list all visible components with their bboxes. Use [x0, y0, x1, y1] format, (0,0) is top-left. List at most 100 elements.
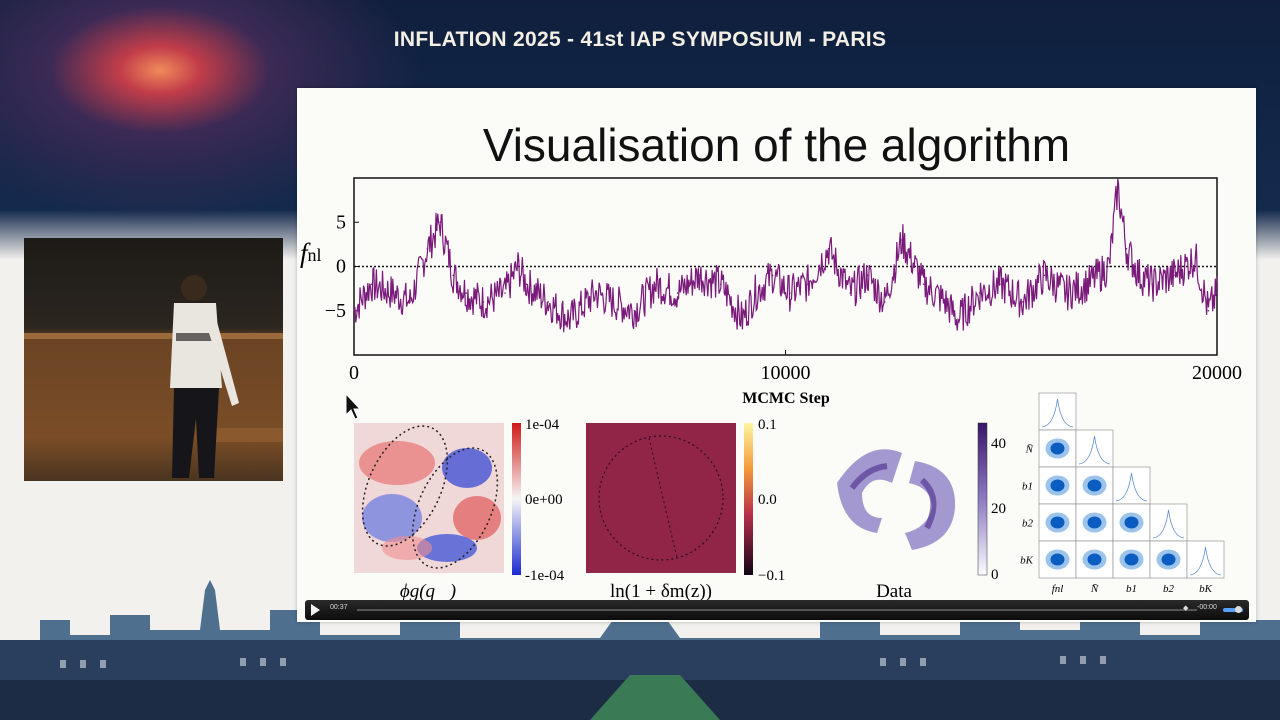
- trace-point: [612, 301, 614, 303]
- trace-point: [465, 292, 467, 294]
- trace-point: [719, 283, 722, 285]
- trace-point: [1043, 274, 1046, 277]
- trace-point: [655, 283, 657, 285]
- trace-point: [517, 265, 519, 268]
- marginal-curve: [1078, 435, 1111, 465]
- corner-marginal-cell: [1112, 466, 1151, 505]
- y-tick-label: 0: [336, 256, 346, 278]
- trace-point: [568, 318, 571, 321]
- trace-point: [922, 283, 925, 285]
- contour-inner: [1087, 553, 1102, 566]
- corner-marginal-cell: [1038, 392, 1077, 431]
- presentation-slide: Visualisation of the algorithm 5 0 −5 0 100…: [297, 88, 1256, 622]
- marginal-curve: [1115, 472, 1148, 502]
- y-axis-label: fnl: [300, 238, 322, 268]
- trace-point: [1125, 248, 1128, 250]
- corner-y-label: b1: [1022, 481, 1033, 493]
- trace-point: [978, 292, 981, 294]
- trace-point: [789, 292, 791, 294]
- corner-x-label: b1: [1126, 583, 1137, 595]
- trace-point: [1086, 283, 1089, 285]
- y-tick-label: 5: [336, 211, 346, 233]
- phi-cb-tick-top: 1e-04: [525, 417, 560, 433]
- corner-y-label: N̄: [1025, 444, 1034, 456]
- seek-bar[interactable]: [357, 609, 1197, 611]
- x-tick-label: 20000: [1192, 362, 1242, 384]
- data-lobe-left: [837, 449, 902, 533]
- volume-knob[interactable]: [1235, 606, 1242, 613]
- x-tick-label: 10000: [761, 362, 811, 384]
- trace-point: [426, 248, 429, 250]
- corner-contour-cell: [1038, 466, 1077, 505]
- phi-cb-tick-mid: 0e+00: [525, 492, 563, 508]
- trace-point: [883, 301, 886, 303]
- density-cb-tick-bottom: −0.1: [758, 568, 785, 584]
- contour-inner: [1050, 442, 1065, 455]
- trace-point: [504, 292, 506, 294]
- contour-inner: [1124, 553, 1139, 566]
- trace-point: [1065, 292, 1067, 294]
- trace-point: [594, 292, 597, 294]
- trace-point: [1194, 256, 1197, 259]
- trace-point: [1151, 283, 1154, 285]
- trace-point: [1116, 186, 1119, 188]
- trace-point: [771, 274, 774, 277]
- data-panel: 40 20 0 Data: [837, 422, 1006, 602]
- density-colorbar: [744, 423, 753, 575]
- trace-point: [370, 283, 373, 285]
- trace-point: [849, 292, 852, 294]
- series-line-fnl: [353, 178, 1218, 333]
- current-time: 00:37: [330, 604, 348, 611]
- trace-point: [1022, 301, 1024, 303]
- remaining-time: -00:00: [1197, 604, 1217, 611]
- corner-y-label: b2: [1022, 518, 1034, 530]
- corner-x-label: bK: [1199, 583, 1213, 595]
- density-cb-tick-mid: 0.0: [758, 492, 777, 508]
- mcmc-trace-chart: 50−5 0 10000 20000 fnl MCMC Step 1: [300, 177, 1242, 602]
- contour-inner: [1050, 479, 1065, 492]
- trace-point: [525, 283, 528, 285]
- contour-inner: [1087, 479, 1102, 492]
- corner-y-label: bK: [1020, 555, 1034, 567]
- trace-point: [866, 274, 869, 277]
- trace-point: [392, 292, 394, 294]
- trace-point: [633, 309, 636, 312]
- density-panel-label: ln(1 + δm(z)): [610, 581, 712, 602]
- trace-point: [353, 309, 355, 312]
- data-panel-label: Data: [876, 581, 912, 602]
- density-field-panel: 0.1 0.0 −0.1 ln(1 + δm(z)): [586, 417, 785, 602]
- trace-point: [409, 301, 411, 303]
- play-button[interactable]: [311, 604, 320, 616]
- contour-inner: [1050, 553, 1065, 566]
- trace-point: [957, 318, 959, 321]
- data-cb-tick-mid: 20: [991, 501, 1006, 517]
- corner-x-label: b2: [1163, 583, 1175, 595]
- trace-point: [439, 221, 442, 224]
- data-colorbar: [977, 422, 988, 576]
- data-lobe-right: [905, 461, 956, 550]
- trace-point: [1216, 292, 1218, 294]
- phi-cb-tick-bottom: -1e-04: [525, 568, 565, 584]
- corner-marginal-cell: [1149, 503, 1188, 542]
- volume-slider[interactable]: [1223, 608, 1243, 612]
- trace-point: [1207, 309, 1210, 312]
- marginal-curve: [1041, 398, 1074, 428]
- x-axis-label: MCMC Step: [742, 390, 830, 407]
- density-cb-tick-top: 0.1: [758, 417, 777, 433]
- x-tick-label: 0: [349, 362, 359, 384]
- density-field-map: [586, 423, 736, 573]
- trace-point: [1173, 274, 1175, 277]
- contour-inner: [1124, 516, 1139, 529]
- mask-outline-left: [361, 425, 449, 547]
- conference-banner-title: INFLATION 2025 - 41st IAP SYMPOSIUM - PA…: [393, 28, 887, 51]
- slide-title: Visualisation of the algorithm: [482, 119, 1071, 171]
- trace-point: [827, 248, 830, 250]
- fullscreen-icon[interactable]: ◆: [1183, 605, 1189, 612]
- marginal-curve: [1189, 546, 1222, 576]
- y-tick-label: −5: [325, 300, 346, 322]
- trace-point: [1000, 283, 1003, 285]
- trace-point: [676, 292, 679, 294]
- contour-inner: [1050, 516, 1065, 529]
- speaker-video: [24, 238, 283, 481]
- corner-marginal-cell: [1075, 429, 1114, 468]
